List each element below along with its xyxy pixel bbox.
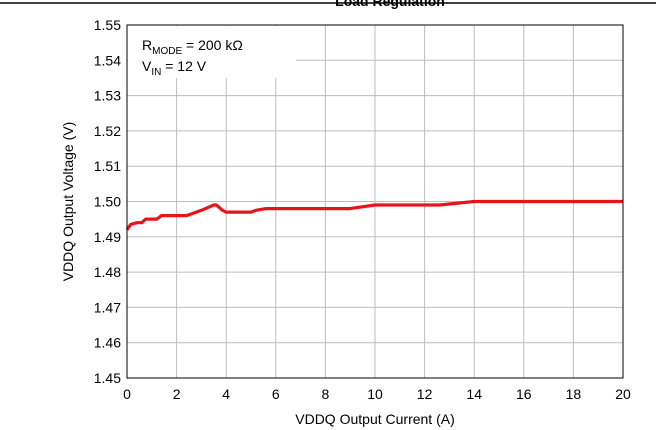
y-tick-label: 1.49	[94, 229, 121, 245]
y-axis-title: VDDQ Output Voltage (V)	[60, 122, 76, 282]
x-tick-label: 6	[272, 386, 280, 402]
x-tick-label: 10	[367, 386, 383, 402]
clipped-title-group: Load Regulation	[335, 0, 445, 9]
annotation-vin: VIN = 12 V	[142, 58, 207, 78]
x-axis-title: VDDQ Output Current (A)	[295, 411, 455, 427]
x-tick-label: 18	[566, 386, 582, 402]
x-tick-label: 4	[222, 386, 230, 402]
x-tick-label: 8	[322, 386, 330, 402]
y-tick-labels: 1.45 1.46 1.47 1.48 1.49 1.50 1.51 1.52 1.53 1.54…	[94, 17, 121, 386]
y-tick-label: 1.47	[94, 299, 121, 315]
x-tick-label: 16	[516, 386, 532, 402]
x-tick-label: 20	[615, 386, 631, 402]
y-tick-label: 1.45	[94, 370, 121, 386]
y-tick-label: 1.54	[94, 52, 121, 68]
x-tick-label: 14	[466, 386, 482, 402]
y-tick-label: 1.55	[94, 17, 121, 33]
y-tick-label: 1.50	[94, 194, 121, 210]
x-tick-labels: 0 2 4 6 8 10 12 14 16 18 20	[123, 386, 631, 402]
x-tick-label: 0	[123, 386, 131, 402]
y-tick-label: 1.53	[94, 88, 121, 104]
y-tick-label: 1.51	[94, 158, 121, 174]
chart-title-clipped: Load Regulation	[335, 0, 445, 9]
x-tick-label: 2	[173, 386, 181, 402]
grid-lines	[127, 25, 623, 378]
annotation-rmode: RMODE = 200 kΩ	[142, 37, 243, 57]
series-group	[125, 199, 623, 231]
x-tick-label: 12	[417, 386, 433, 402]
plot-frame	[126, 24, 624, 379]
annotation-background	[128, 26, 296, 78]
series-line	[125, 199, 623, 231]
y-tick-label: 1.46	[94, 335, 121, 351]
y-tick-label: 1.52	[94, 123, 121, 139]
y-tick-label: 1.48	[94, 264, 121, 280]
